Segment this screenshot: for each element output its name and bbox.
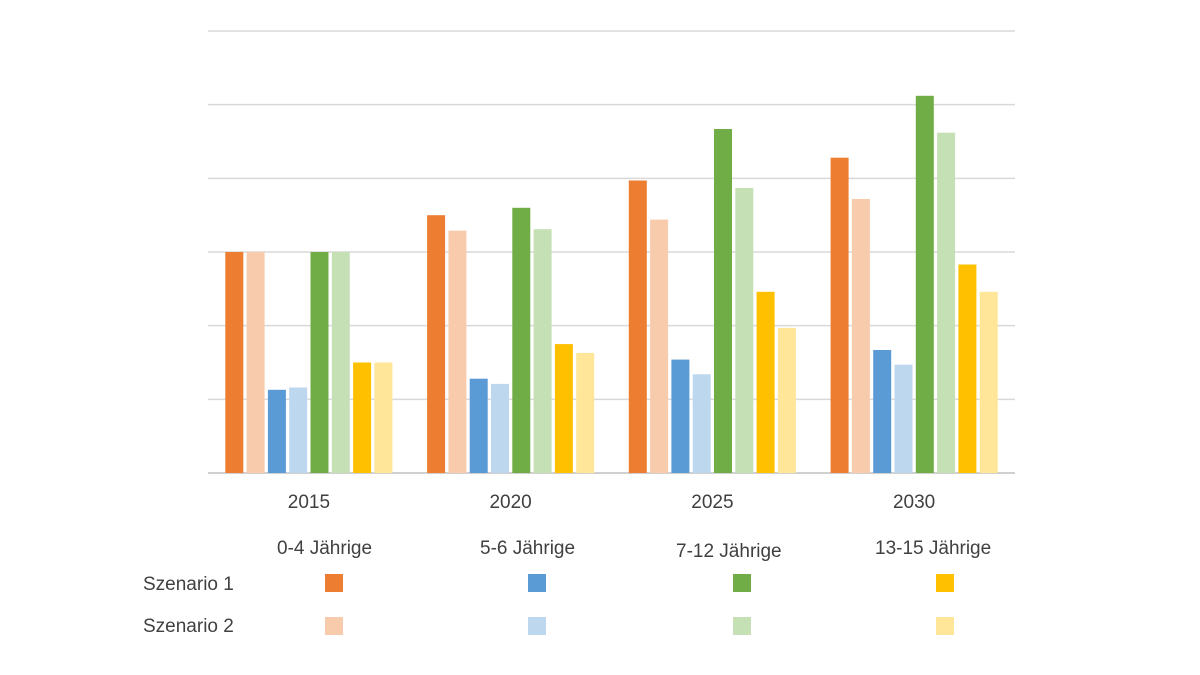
bar [469, 378, 488, 473]
bar [353, 362, 372, 473]
x-tick-label: 2020 [489, 492, 531, 513]
legend-group-label: 0-4 Jährige [277, 538, 373, 559]
bar [979, 291, 998, 473]
bar [851, 199, 870, 473]
bar [777, 327, 796, 473]
x-axis-tick-labels: 2015 2020 2025 2030 [288, 492, 935, 513]
x-tick-label: 2025 [691, 492, 733, 513]
bar [491, 383, 509, 473]
legend-swatch [528, 617, 546, 635]
bar [650, 219, 669, 473]
x-tick-label: 2015 [288, 492, 330, 513]
bar [448, 230, 467, 473]
bar [894, 364, 913, 473]
legend-swatch [733, 617, 751, 635]
bar [714, 129, 732, 473]
bar [576, 352, 595, 473]
bars [225, 95, 998, 474]
bar [628, 180, 647, 473]
bar [671, 359, 690, 473]
legend-swatch [325, 617, 343, 635]
legend-group-label: 7-12 Jährige [676, 541, 782, 562]
bar [427, 215, 446, 473]
legend-group-label: 5-6 Jährige [480, 538, 576, 559]
bar [331, 252, 350, 473]
bar [915, 95, 934, 474]
legend-swatch [528, 574, 546, 592]
legend-group-label: 13-15 Jährige [875, 538, 992, 559]
bar [374, 362, 393, 473]
x-tick-label: 2030 [893, 492, 935, 513]
bar [554, 344, 573, 473]
bar [267, 389, 286, 473]
bar [246, 252, 265, 473]
bar [692, 374, 711, 473]
legend-row-label: Szenario 1 [143, 574, 234, 595]
legend-swatch [936, 574, 954, 592]
legend-swatch [325, 574, 343, 592]
bar [830, 157, 849, 473]
bar [225, 252, 244, 473]
bar [512, 207, 531, 474]
legend-row-label: Szenario 2 [143, 616, 234, 637]
bar [533, 229, 552, 473]
bar [735, 187, 754, 473]
legend-swatch [733, 574, 751, 592]
bar [958, 264, 977, 473]
bar [756, 291, 775, 473]
bar [937, 132, 956, 473]
bar [289, 387, 308, 473]
legend-swatch [936, 617, 954, 635]
bar [873, 350, 892, 473]
bar [310, 252, 329, 473]
gridlines [208, 30, 1015, 474]
